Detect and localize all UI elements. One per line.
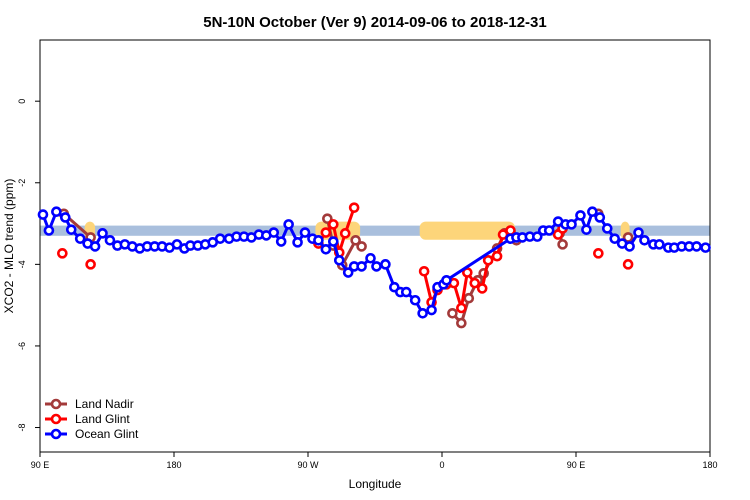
- data-point: [356, 261, 367, 272]
- data-point: [60, 212, 71, 223]
- data-point: [531, 231, 543, 242]
- data-point: [328, 236, 339, 247]
- data-point: [462, 267, 473, 278]
- data-point: [581, 224, 592, 235]
- data-point: [491, 250, 503, 262]
- data-point: [601, 223, 613, 234]
- data-point: [463, 292, 475, 304]
- data-point: [283, 219, 294, 230]
- data-point: [624, 241, 635, 252]
- x-tick-label: 90 W: [297, 460, 319, 470]
- band-highlight: [419, 221, 515, 240]
- data-point: [57, 248, 68, 259]
- x-axis-label: Longitude: [349, 477, 402, 491]
- legend-marker: [50, 398, 62, 410]
- data-point: [65, 224, 77, 235]
- reference-band: [40, 225, 710, 236]
- y-tick-label: -4: [17, 260, 27, 268]
- data-point: [333, 254, 345, 266]
- data-point: [633, 227, 644, 238]
- data-point: [322, 213, 333, 224]
- data-point: [348, 202, 360, 213]
- data-point: [593, 248, 604, 259]
- data-point: [654, 239, 665, 250]
- data-point: [566, 219, 577, 230]
- data-point: [89, 241, 101, 252]
- data-point: [469, 277, 481, 289]
- data-point: [104, 234, 116, 246]
- data-point: [418, 265, 430, 277]
- data-point: [37, 209, 49, 220]
- data-point: [441, 274, 452, 286]
- y-tick-label: -6: [17, 342, 27, 350]
- data-point: [85, 259, 96, 270]
- legend-label: Ocean Glint: [75, 427, 139, 441]
- y-axis-label: XCO2 - MLO trend (ppm): [2, 179, 16, 314]
- chart-title: 5N-10N October (Ver 9) 2014-09-06 to 201…: [203, 14, 547, 31]
- data-point: [426, 304, 437, 316]
- data-point: [268, 227, 280, 238]
- data-point: [482, 254, 494, 266]
- data-point: [299, 227, 311, 238]
- data-point: [356, 241, 367, 252]
- data-point: [371, 261, 382, 272]
- data-point: [691, 241, 702, 252]
- data-point: [342, 267, 354, 278]
- data-point: [543, 225, 555, 236]
- data-point: [74, 233, 86, 244]
- data-point: [43, 225, 55, 236]
- data-point: [320, 243, 332, 255]
- data-point: [497, 229, 509, 240]
- x-tick-label: 0: [439, 460, 444, 470]
- data-point: [639, 234, 650, 246]
- data-point: [51, 206, 62, 218]
- x-tick-label: 90 E: [31, 460, 50, 470]
- data-point: [292, 237, 303, 248]
- y-tick-label: 0: [17, 99, 27, 104]
- data-point: [275, 236, 287, 247]
- data-point: [400, 286, 412, 298]
- legend-marker: [50, 413, 62, 425]
- y-tick-label: -2: [17, 179, 27, 187]
- data-point: [365, 252, 376, 264]
- legend-label: Land Glint: [75, 412, 130, 426]
- data-point: [350, 234, 361, 246]
- data-point: [587, 206, 598, 218]
- data-point: [328, 219, 339, 230]
- data-point: [417, 308, 428, 319]
- data-point: [456, 302, 467, 314]
- data-point: [171, 239, 183, 250]
- data-point: [594, 212, 606, 223]
- data-point: [700, 242, 711, 253]
- data-point: [313, 234, 324, 246]
- data-point: [609, 233, 621, 244]
- data-point: [447, 308, 458, 319]
- data-point: [339, 228, 351, 239]
- y-tick-label: -8: [17, 424, 27, 432]
- data-point: [320, 227, 332, 238]
- data-point: [476, 283, 488, 294]
- x-tick-label: 180: [702, 460, 717, 470]
- data-point: [214, 233, 226, 244]
- data-point: [456, 317, 467, 329]
- data-point: [97, 228, 108, 239]
- x-tick-label: 90 E: [567, 460, 586, 470]
- legend-marker: [50, 428, 62, 440]
- data-point: [409, 294, 421, 306]
- legend-label: Land Nadir: [75, 397, 134, 411]
- x-tick-label: 180: [166, 460, 181, 470]
- data-point: [557, 239, 568, 250]
- data-point: [622, 259, 634, 270]
- data-point: [380, 259, 391, 270]
- data-point: [575, 210, 586, 221]
